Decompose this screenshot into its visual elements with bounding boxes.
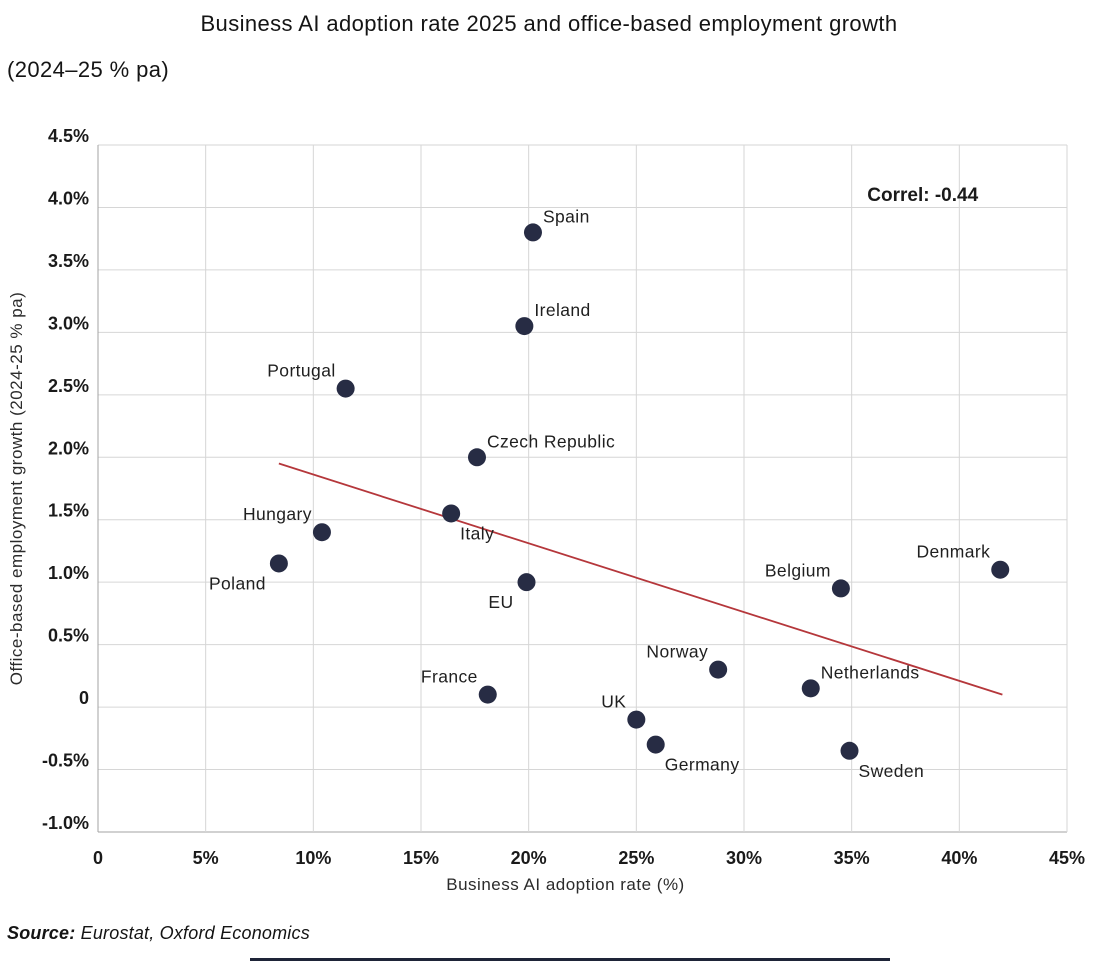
data-point-germany [646, 735, 665, 754]
page-title-line2: (2024–25 % pa) [7, 57, 170, 82]
trend-line [278, 462, 1003, 696]
y-tick-label: 1.5% [48, 501, 89, 521]
x-tick-label: 15% [403, 848, 439, 868]
point-label-czech-republic: Czech Republic [487, 431, 615, 451]
point-label-spain: Spain [543, 206, 590, 226]
x-tick-label: 10% [295, 848, 331, 868]
point-label-italy: Italy [460, 523, 494, 543]
point-label-france: France [421, 667, 478, 687]
correl-annotation: Correl: -0.44 [867, 185, 978, 206]
data-point-norway [709, 660, 728, 679]
source-line: Source: Eurostat, Oxford Economics [7, 923, 310, 944]
point-label-belgium: Belgium [765, 560, 831, 580]
point-label-norway: Norway [646, 642, 708, 662]
y-tick-label: 2.0% [48, 438, 89, 458]
point-label-ireland: Ireland [534, 300, 590, 320]
data-point-italy [442, 504, 461, 523]
point-label-poland: Poland [209, 573, 266, 593]
x-tick-label: 40% [941, 848, 977, 868]
data-point-sweden [840, 741, 859, 760]
y-tick-label: 0.5% [48, 626, 89, 646]
source-text: Eurostat, Oxford Economics [75, 923, 310, 943]
x-tick-label: 45% [1049, 848, 1085, 868]
data-point-spain [523, 223, 542, 242]
data-point-portugal [336, 379, 355, 398]
x-tick-label: 20% [511, 848, 547, 868]
x-tick-label: 5% [193, 848, 219, 868]
source-prefix: Source: [7, 923, 76, 943]
y-tick-label: -1.0% [42, 813, 89, 833]
y-tick-label: 4.0% [48, 188, 89, 208]
y-tick-label: -0.5% [42, 751, 89, 771]
point-label-portugal: Portugal [267, 361, 335, 381]
data-point-ireland [515, 317, 534, 336]
data-point-uk [627, 710, 646, 729]
point-label-eu: EU [488, 592, 513, 612]
data-point-eu [517, 573, 536, 592]
point-label-sweden: Sweden [859, 761, 925, 781]
point-label-denmark: Denmark [916, 542, 990, 562]
y-tick-label: 1.0% [48, 563, 89, 583]
y-axis-label: Office-based employment growth (2024-25 … [7, 292, 26, 686]
x-tick-label: 30% [726, 848, 762, 868]
x-tick-label: 25% [618, 848, 654, 868]
x-axis-label: Business AI adoption rate (%) [446, 875, 684, 894]
point-label-netherlands: Netherlands [821, 662, 920, 682]
y-tick-label: 0 [79, 688, 89, 708]
data-point-netherlands [801, 679, 820, 698]
data-point-france [478, 685, 497, 704]
point-label-uk: UK [601, 692, 626, 712]
data-point-belgium [831, 579, 850, 598]
y-tick-label: 4.5% [48, 126, 89, 146]
footer-bar [250, 958, 890, 961]
point-label-hungary: Hungary [243, 504, 312, 524]
data-point-czech-republic [467, 448, 486, 467]
y-tick-label: 3.0% [48, 313, 89, 333]
data-point-hungary [312, 523, 331, 542]
y-tick-label: 3.5% [48, 251, 89, 271]
data-point-poland [269, 554, 288, 573]
point-label-germany: Germany [665, 755, 740, 775]
y-tick-label: 2.5% [48, 376, 89, 396]
page-title-line1: Business AI adoption rate 2025 and offic… [200, 11, 898, 36]
x-tick-label: 0 [93, 848, 103, 868]
data-point-denmark [991, 560, 1010, 579]
x-tick-label: 35% [834, 848, 870, 868]
